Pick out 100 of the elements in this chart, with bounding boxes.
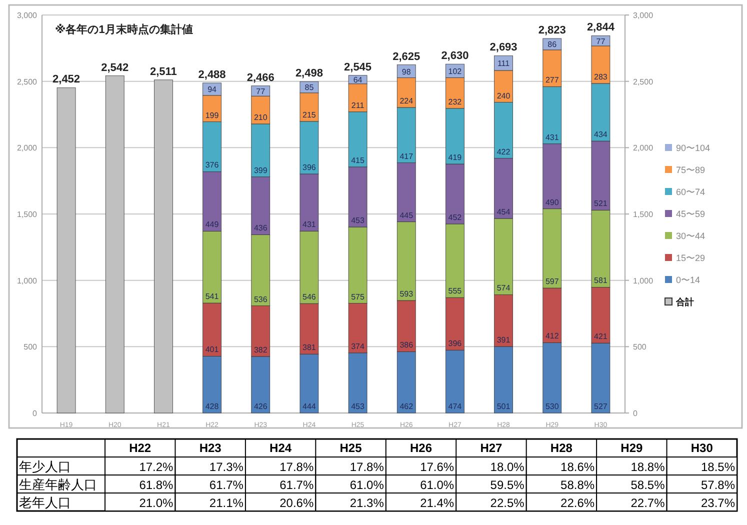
- x-tick-label: H27: [480, 441, 503, 455]
- data-label: 501: [496, 402, 511, 411]
- legend-label: 90〜104: [676, 143, 710, 153]
- data-label: 419: [448, 152, 462, 162]
- data-label: 94: [208, 85, 218, 94]
- data-label: 17.8%: [350, 460, 384, 474]
- data-label: 381: [302, 343, 316, 352]
- data-label: 18.6%: [560, 460, 595, 474]
- data-label: 61.0%: [420, 478, 454, 492]
- y-tick-label: 生産年齢人口: [19, 477, 97, 492]
- total-label: 2,823: [538, 24, 566, 36]
- total-label: 2,488: [198, 68, 226, 81]
- data-label: 58.5%: [630, 478, 666, 492]
- y2-tick-label: 2,000: [633, 144, 654, 153]
- total-label: 2,545: [344, 61, 372, 74]
- data-label: 64: [353, 76, 363, 85]
- data-label: 215: [302, 110, 316, 120]
- legend-label: 60〜74: [676, 187, 706, 197]
- y2-tick-label: 0: [633, 409, 638, 418]
- data-label: 21.4%: [420, 496, 454, 510]
- y2-tick-label: 3,000: [633, 11, 654, 20]
- data-label: 530: [545, 402, 560, 411]
- y-tick-label: 老年人口: [19, 495, 71, 510]
- data-label: 77: [256, 86, 266, 96]
- data-label: 224: [400, 96, 414, 106]
- data-label: 58.8%: [560, 478, 595, 492]
- y2-tick-label: 1,000: [633, 276, 654, 286]
- data-label: 85: [304, 83, 314, 92]
- y-tick-label: 0: [32, 409, 38, 418]
- x-tick-label: H28: [550, 441, 573, 455]
- data-label: 421: [594, 332, 608, 342]
- data-label: 396: [448, 339, 462, 348]
- data-label: 59.5%: [490, 478, 525, 492]
- total-label: 2,452: [52, 74, 80, 86]
- data-label: 536: [254, 294, 268, 304]
- data-label: 22.6%: [560, 496, 595, 510]
- data-label: 102: [448, 66, 462, 76]
- legend-label: 0〜14: [676, 275, 700, 285]
- data-label: 57.8%: [700, 478, 736, 492]
- data-label: 111: [497, 59, 510, 68]
- data-label: 399: [254, 166, 268, 175]
- x-tick-label: H25: [340, 441, 362, 455]
- data-label: 462: [400, 402, 414, 411]
- data-label: 422: [496, 147, 511, 156]
- y-tick-label: 500: [24, 342, 38, 352]
- data-label: 428: [205, 402, 220, 411]
- data-label: 98: [402, 67, 412, 76]
- data-label: 593: [400, 290, 414, 298]
- data-label: 431: [302, 220, 316, 230]
- legend-label: 15〜29: [676, 253, 706, 263]
- data-label: 22.7%: [630, 496, 666, 510]
- data-label: 18.0%: [490, 460, 525, 474]
- data-label: 374: [351, 342, 366, 351]
- legend-label: 合計: [675, 297, 694, 307]
- total-label: 2,466: [246, 72, 274, 84]
- data-label: 444: [302, 402, 316, 411]
- data-label: 61.7%: [209, 478, 244, 492]
- y2-tick-label: 2,500: [633, 77, 654, 86]
- data-label: 17.8%: [280, 460, 314, 474]
- data-label: 61.7%: [280, 478, 314, 492]
- y2-tick-label: 500: [633, 342, 647, 352]
- data-label: 391: [496, 336, 511, 345]
- data-label: 454: [496, 208, 511, 217]
- x-tick-label: H30: [690, 441, 714, 455]
- data-label: 210: [254, 112, 268, 122]
- x-tick-label: H23: [199, 441, 222, 455]
- data-label: 86: [548, 40, 558, 50]
- data-label: 18.8%: [630, 460, 666, 474]
- y2-tick-label: 1,500: [633, 210, 654, 219]
- data-label: 396: [302, 162, 316, 172]
- annotation: ※各年の1月末時点の集計値: [55, 23, 193, 36]
- y-tick-label: 2,500: [16, 77, 38, 86]
- total-label: 2,511: [150, 66, 177, 78]
- data-label: 382: [254, 345, 268, 354]
- data-label: 546: [302, 292, 316, 302]
- data-label: 412: [545, 332, 560, 341]
- data-label: 17.2%: [139, 460, 174, 474]
- data-label: 555: [448, 286, 462, 296]
- data-label: 401: [205, 345, 220, 354]
- data-label: 453: [351, 402, 366, 411]
- total-label: 2,498: [295, 68, 323, 80]
- total-label: 2,844: [586, 22, 616, 34]
- data-label: 415: [351, 156, 366, 165]
- data-label: 283: [594, 72, 608, 82]
- data-label: 376: [205, 160, 220, 170]
- data-label: 436: [254, 224, 268, 233]
- data-label: 597: [545, 277, 560, 286]
- data-label: 18.5%: [700, 460, 736, 474]
- data-label: 240: [496, 91, 511, 100]
- data-label: 61.8%: [139, 478, 174, 492]
- data-label: 581: [594, 276, 608, 286]
- data-label: 17.6%: [420, 460, 454, 474]
- data-label: 77: [596, 36, 606, 46]
- data-label: 541: [205, 292, 220, 302]
- data-label: 453: [351, 216, 366, 225]
- data-label: 490: [545, 198, 560, 207]
- data-label: 452: [448, 212, 462, 222]
- data-label: 23.7%: [700, 496, 736, 510]
- data-label: 449: [205, 220, 220, 230]
- data-label: 417: [400, 152, 414, 161]
